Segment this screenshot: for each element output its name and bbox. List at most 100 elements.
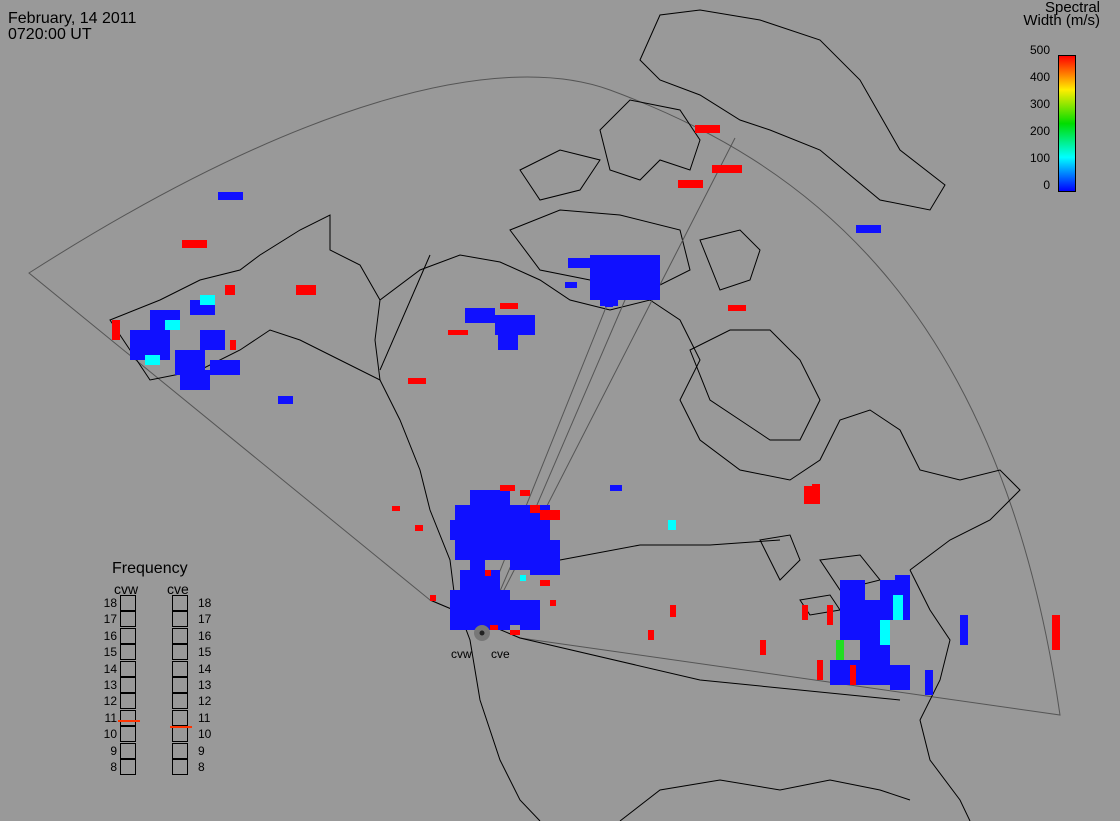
scatter-cell [812, 484, 820, 504]
frequency-scale-left: 14 [103, 661, 117, 676]
coastlines [109, 9, 1021, 821]
scatter-cell [498, 330, 518, 350]
scatter-cell [430, 595, 436, 601]
frequency-scale-right: 16 [198, 628, 212, 643]
scatter-cell [465, 308, 495, 323]
colorbar-tick-label: 200 [1029, 124, 1050, 138]
scatter-cell [728, 305, 746, 311]
colorbar-tick-label: 400 [1029, 70, 1050, 84]
scatter-cell [530, 560, 560, 575]
scatter-cell [817, 660, 823, 680]
scatter-cell [960, 615, 968, 645]
scatter-cell [648, 630, 654, 640]
scatter-cell [565, 282, 577, 288]
frequency-scale-left: 12 [103, 694, 117, 709]
frequency-cell [172, 627, 188, 644]
frequency-marker-cvw [118, 719, 140, 722]
frequency-scale-right: 10 [198, 727, 212, 742]
scatter-cell [804, 486, 814, 504]
scatter-cell [550, 600, 556, 606]
scatter-cell [485, 570, 491, 576]
scatter-cell [500, 485, 515, 491]
scatter-cell [145, 355, 160, 365]
scatter-cell [712, 165, 742, 173]
scatter-cell [218, 192, 243, 200]
frequency-cell [120, 660, 136, 677]
scatter-cell [415, 525, 423, 531]
radar-fov-outline [28, 76, 1061, 716]
scatter-cell [678, 180, 703, 188]
site-label-east: cve [491, 647, 510, 661]
scatter-cell [210, 360, 240, 375]
frequency-scale-right: 12 [198, 694, 212, 709]
scatter-cell [1052, 615, 1060, 650]
frequency-radar-west-label: cvw [114, 581, 139, 597]
scatter-cell [296, 285, 316, 295]
scatter-cell [540, 510, 560, 520]
frequency-scale-right: 8 [198, 760, 205, 774]
frequency-cell [120, 693, 136, 710]
frequency-scale-right: 14 [198, 661, 212, 676]
frequency-scale-left: 8 [110, 760, 117, 774]
scatter-cell [880, 620, 890, 645]
frequency-cell [120, 726, 136, 743]
frequency-cell [120, 611, 136, 628]
frequency-scale-left: 9 [110, 743, 117, 758]
frequency-marker-cve [170, 726, 192, 729]
time-label: 0720:00 UT [8, 26, 92, 43]
frequency-scale-left: 16 [103, 628, 117, 643]
frequency-title: Frequency [112, 560, 188, 577]
scatter-cell [490, 625, 498, 630]
frequency-cell [172, 693, 188, 710]
colorbar-tick-label: 500 [1029, 43, 1050, 57]
scatter-cell [605, 302, 613, 307]
frequency-scale-left: 18 [103, 596, 117, 610]
frequency-cell [120, 709, 136, 726]
frequency-cell [120, 677, 136, 693]
frequency-scale-right: 9 [198, 743, 205, 758]
frequency-cell [172, 742, 188, 759]
frequency-scale-left: 10 [103, 727, 117, 742]
scatter-cell [470, 490, 510, 505]
scatter-cell [670, 605, 676, 617]
frequency-scale-right: 17 [198, 612, 212, 627]
colorbar-gradient [1058, 55, 1076, 192]
frequency-scale-right: 11 [198, 710, 211, 725]
scatter-cell [520, 575, 526, 581]
date-label: February, 14 2011 [8, 10, 137, 27]
scatter-cell [850, 665, 856, 685]
frequency-radar-east-label: cve [167, 581, 189, 597]
frequency-cell [172, 611, 188, 628]
scatter-cell [568, 258, 598, 268]
scatter-cell [200, 295, 215, 305]
frequency-cell [120, 742, 136, 759]
site-label-west: cvw [451, 647, 472, 661]
colorbar-title-line2: Width (m/s) [1023, 12, 1100, 29]
scatter-cell [695, 125, 720, 133]
scatter-cell [278, 396, 293, 404]
scatter-cell [540, 580, 550, 586]
scatter-cell [880, 580, 895, 620]
scatter-cell [225, 285, 235, 295]
scatter-cell [925, 670, 933, 695]
scatter-cell [392, 506, 400, 511]
frequency-scale-left: 13 [103, 678, 117, 692]
frequency-cell [172, 726, 188, 743]
scatter-cell [448, 330, 468, 335]
frequency-cell [172, 709, 188, 726]
frequency-scale-left: 15 [103, 645, 117, 660]
frequency-scale-right: 15 [198, 645, 212, 660]
frequency-cell [120, 627, 136, 644]
frequency-cell [172, 759, 188, 775]
scatter-cell [610, 485, 622, 491]
frequency-cell [120, 644, 136, 661]
scatter-cell [890, 665, 910, 690]
frequency-cell [120, 759, 136, 775]
scatter-cell [112, 320, 120, 340]
scatter-cell [590, 255, 660, 300]
frequency-cell [172, 677, 188, 693]
colorbar-tick-label: 300 [1029, 97, 1050, 111]
scatter-cell [500, 303, 518, 309]
scatter-layer [112, 125, 1060, 695]
